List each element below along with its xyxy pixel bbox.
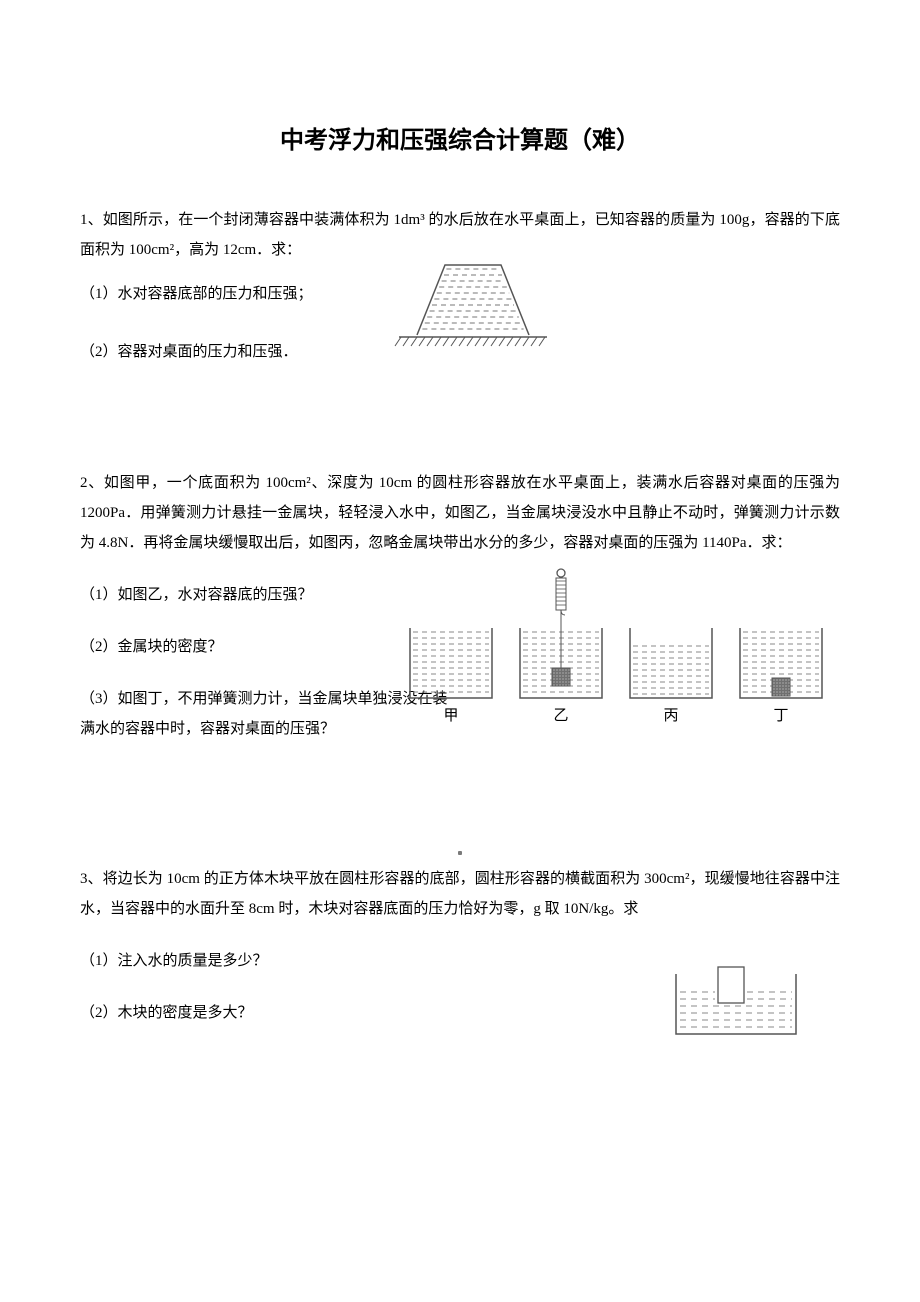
problem-1-sub-2: （2）容器对桌面的压力和压强． [80,337,313,367]
floating-block-icon [670,964,810,1044]
page-center-marker [457,844,463,862]
problem-1-sub-1: （1）水对容器底部的压力和压强； [80,279,313,309]
problem-2-text: 2、如图甲，一个底面积为 100cm²、深度为 10cm 的圆柱形容器放在水平桌… [80,468,840,558]
svg-text:甲: 甲 [443,708,458,724]
four-beakers-icon: 甲乙丙丁 [400,568,860,738]
problem-3-text: 3、将边长为 10cm 的正方体木块平放在圆柱形容器的底部，圆柱形容器的横截面积… [80,864,840,924]
problem-2-figure: 甲乙丙丁 [400,568,860,749]
svg-text:乙: 乙 [553,708,568,724]
problem-2-sub-3: （3）如图丁，不用弹簧测力计，当金属块单独浸没在装满水的容器中时，容器对桌面的压… [80,684,450,744]
page-title: 中考浮力和压强综合计算题（难） [80,120,840,155]
svg-text:丙: 丙 [663,708,678,724]
problem-2: 2、如图甲，一个底面积为 100cm²、深度为 10cm 的圆柱形容器放在水平桌… [80,468,840,744]
problem-3-figure [670,964,810,1055]
problem-2-sub-1: （1）如图乙，水对容器底的压强？ [80,580,450,610]
problem-1: 1、如图所示，在一个封闭薄容器中装满体积为 1dm³ 的水后放在水平桌面上，已知… [80,205,840,368]
problem-3: 3、将边长为 10cm 的正方体木块平放在圆柱形容器的底部，圆柱形容器的横截面积… [80,864,840,1028]
problem-1-text: 1、如图所示，在一个封闭薄容器中装满体积为 1dm³ 的水后放在水平桌面上，已知… [80,205,840,265]
trapezoid-container-icon [393,257,553,357]
problem-2-sub-2: （2）金属块的密度？ [80,632,450,662]
svg-text:丁: 丁 [773,708,788,724]
problem-1-figure [393,257,553,368]
